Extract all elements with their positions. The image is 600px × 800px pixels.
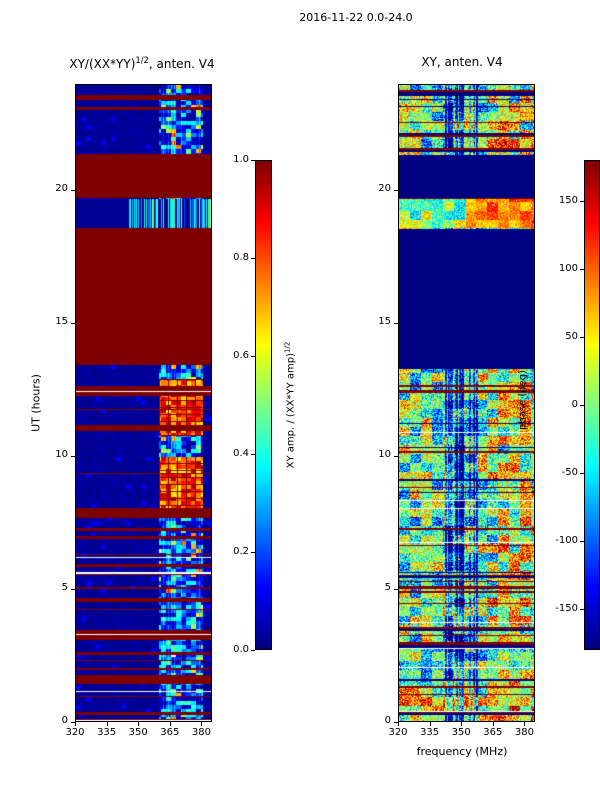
right-xtick-mark [461, 722, 463, 726]
left-colorbar-label-base: XY amp. / (XX*YY amp) [285, 352, 297, 469]
figure-title: 2016-11-22 0.0-24.0 [299, 11, 413, 24]
right-cbar-tick-label: -100 [555, 535, 578, 547]
right-xtick-label: 320 [388, 727, 408, 738]
left-ytick-mark [71, 190, 75, 192]
right-xtick-label: 335 [420, 727, 440, 738]
left-ylabel: UT (hours) [29, 374, 43, 432]
left-xtick-mark [75, 722, 76, 726]
right-cbar-tick-mark [580, 473, 584, 475]
left-cbar-tick-label: 0.2 [233, 546, 249, 557]
right-cbar-tick-label: -50 [561, 467, 578, 479]
left-ytick-label: 5 [61, 582, 68, 594]
left-ytick-label: 15 [55, 316, 68, 328]
right-ytick-mark [394, 722, 398, 723]
left-cbar-tick-mark [251, 356, 255, 357]
right-xtick-label: 380 [514, 727, 534, 738]
right-heatmap [398, 84, 535, 722]
left-plot-title-base: XY/(XX*YY) [69, 57, 136, 71]
right-cbar-tick-label: 150 [558, 194, 578, 206]
left-xtick-label: 320 [65, 727, 85, 738]
left-cbar-tick-mark [251, 258, 255, 259]
right-colorbar [584, 160, 600, 650]
left-heatmap-canvas [76, 85, 211, 721]
right-colorbar-label: phase (deg) [517, 369, 529, 431]
left-cbar-tick-mark [251, 454, 255, 455]
left-cbar-tick-label: 0.8 [233, 252, 249, 263]
left-ytick-mark [71, 323, 75, 325]
left-colorbar-label: XY amp. / (XX*YY amp)1/2 [283, 342, 296, 469]
left-cbar-tick-label: 0.0 [233, 644, 249, 655]
left-ytick-mark [71, 589, 75, 591]
left-cbar-tick-label: 0.4 [233, 448, 249, 459]
right-cbar-tick-label: 100 [558, 262, 578, 274]
right-cbar-tick-label: 0 [571, 399, 578, 410]
left-xtick-label: 335 [97, 727, 117, 738]
left-xtick-mark [138, 722, 140, 726]
left-xtick-label: 350 [128, 727, 148, 738]
left-cbar-tick-label: 0.6 [233, 350, 249, 361]
left-cbar-tick-mark [251, 552, 255, 553]
right-cbar-tick-mark [580, 268, 584, 270]
right-xtick-label: 350 [451, 727, 471, 738]
left-heatmap [75, 84, 212, 722]
right-xtick-mark [429, 722, 431, 726]
right-ytick-label: 10 [378, 449, 391, 461]
left-xtick-mark [106, 722, 108, 726]
left-ytick-label: 20 [55, 183, 68, 195]
right-cbar-tick-label: -150 [555, 603, 578, 615]
right-ytick-mark [394, 323, 398, 325]
left-ytick-mark [71, 722, 75, 723]
left-xtick-label: 380 [191, 727, 211, 738]
left-cbar-tick-mark [251, 160, 255, 161]
right-cbar-tick-mark [580, 541, 584, 543]
left-colorbar-canvas [256, 161, 271, 649]
right-ytick-label: 15 [378, 316, 391, 328]
right-plot-title: XY, anten. V4 [421, 55, 503, 69]
right-cbar-tick-mark [580, 609, 584, 611]
right-xtick-mark [524, 722, 526, 726]
left-plot-title-rest: , anten. V4 [148, 57, 215, 71]
left-xtick-mark [201, 722, 203, 726]
right-cbar-tick-mark [580, 200, 584, 202]
left-plot-title-sup: 1/2 [135, 55, 149, 65]
right-ytick-mark [394, 456, 398, 458]
left-plot-title: XY/(XX*YY)1/2, anten. V4 [69, 55, 214, 71]
right-colorbar-canvas [585, 161, 599, 649]
right-ytick-label: 20 [378, 183, 391, 195]
right-xtick-mark [398, 722, 399, 726]
left-colorbar-label-sup: 1/2 [283, 341, 292, 353]
left-ytick-mark [71, 456, 75, 458]
right-cbar-tick-mark [580, 336, 584, 338]
right-ytick-mark [394, 190, 398, 192]
right-xtick-mark [492, 722, 494, 726]
right-heatmap-canvas [399, 85, 534, 721]
left-colorbar [255, 160, 272, 650]
left-cbar-tick-mark [251, 650, 255, 651]
left-ytick-label: 10 [55, 449, 68, 461]
left-xtick-mark [169, 722, 171, 726]
right-ytick-label: 0 [384, 715, 391, 726]
left-xtick-label: 365 [160, 727, 180, 738]
frequency-xlabel: frequency (MHz) [416, 745, 508, 758]
right-xtick-label: 365 [483, 727, 503, 738]
right-cbar-tick-mark [580, 405, 584, 406]
left-ytick-label: 0 [61, 715, 68, 726]
left-cbar-tick-label: 1.0 [233, 154, 249, 165]
right-ytick-label: 5 [384, 582, 391, 594]
right-cbar-tick-label: 50 [565, 330, 578, 342]
right-ytick-mark [394, 589, 398, 591]
